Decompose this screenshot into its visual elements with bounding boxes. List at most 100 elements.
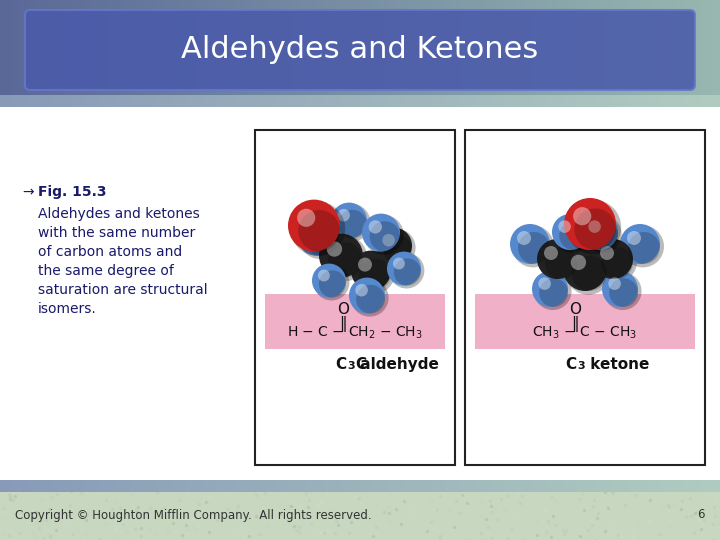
- Bar: [216, 480, 220, 492]
- Bar: [465, 130, 705, 465]
- Ellipse shape: [600, 246, 614, 260]
- Bar: [569, 95, 572, 107]
- Ellipse shape: [382, 234, 395, 246]
- Text: Aldehydes and Ketones: Aldehydes and Ketones: [181, 36, 539, 64]
- Bar: [29, 95, 32, 107]
- Bar: [299, 95, 302, 107]
- Bar: [104, 95, 108, 107]
- Bar: [288, 480, 292, 492]
- Bar: [565, 95, 569, 107]
- Ellipse shape: [387, 252, 421, 286]
- Text: ketone: ketone: [585, 357, 649, 373]
- Bar: [176, 480, 180, 492]
- Bar: [385, 0, 389, 95]
- Bar: [695, 480, 698, 492]
- Text: with the same number: with the same number: [38, 226, 195, 240]
- Bar: [551, 480, 554, 492]
- Bar: [554, 480, 558, 492]
- Bar: [385, 480, 389, 492]
- Bar: [666, 480, 670, 492]
- Bar: [518, 480, 522, 492]
- Bar: [544, 480, 547, 492]
- Bar: [396, 480, 400, 492]
- Ellipse shape: [333, 204, 371, 242]
- Text: →: →: [22, 185, 34, 199]
- Bar: [299, 0, 302, 95]
- Bar: [490, 0, 493, 95]
- Bar: [104, 0, 108, 95]
- Bar: [378, 95, 382, 107]
- Text: H $-$ C $-$ CH$_2$ $-$ CH$_3$: H $-$ C $-$ CH$_2$ $-$ CH$_3$: [287, 325, 423, 341]
- Bar: [590, 0, 594, 95]
- Bar: [126, 0, 130, 95]
- Bar: [364, 480, 367, 492]
- Bar: [544, 0, 547, 95]
- Bar: [292, 0, 295, 95]
- Bar: [346, 0, 349, 95]
- Bar: [194, 480, 198, 492]
- Text: saturation are structural: saturation are structural: [38, 283, 207, 297]
- Bar: [533, 95, 536, 107]
- Bar: [50, 95, 54, 107]
- Bar: [184, 480, 187, 492]
- Bar: [443, 95, 446, 107]
- Bar: [587, 95, 590, 107]
- Bar: [234, 95, 238, 107]
- Bar: [47, 95, 50, 107]
- Bar: [716, 0, 720, 95]
- Bar: [223, 0, 227, 95]
- Bar: [410, 95, 414, 107]
- Bar: [529, 0, 533, 95]
- Bar: [529, 95, 533, 107]
- Ellipse shape: [389, 253, 424, 288]
- Bar: [698, 95, 702, 107]
- Bar: [540, 95, 544, 107]
- Bar: [371, 95, 374, 107]
- Bar: [608, 95, 612, 107]
- Ellipse shape: [321, 235, 367, 281]
- Bar: [461, 0, 464, 95]
- Bar: [11, 95, 14, 107]
- Bar: [115, 0, 119, 95]
- Bar: [255, 130, 455, 465]
- Bar: [86, 95, 90, 107]
- Bar: [245, 0, 248, 95]
- Bar: [569, 480, 572, 492]
- Bar: [284, 480, 288, 492]
- Text: C: C: [355, 357, 366, 373]
- Bar: [418, 95, 421, 107]
- Bar: [79, 0, 83, 95]
- Bar: [378, 0, 382, 95]
- Bar: [112, 95, 115, 107]
- Bar: [349, 480, 353, 492]
- Bar: [274, 95, 277, 107]
- Bar: [11, 0, 14, 95]
- Bar: [148, 95, 151, 107]
- Bar: [504, 480, 508, 492]
- Bar: [518, 95, 522, 107]
- Ellipse shape: [627, 231, 641, 245]
- Bar: [461, 480, 464, 492]
- Bar: [616, 95, 619, 107]
- Bar: [248, 480, 252, 492]
- Bar: [457, 0, 461, 95]
- Bar: [414, 480, 418, 492]
- Bar: [328, 480, 331, 492]
- Bar: [4, 0, 7, 95]
- Ellipse shape: [565, 248, 611, 295]
- Bar: [241, 480, 245, 492]
- Bar: [173, 480, 176, 492]
- Bar: [688, 95, 691, 107]
- Bar: [54, 95, 58, 107]
- Bar: [7, 95, 11, 107]
- Bar: [43, 0, 47, 95]
- Bar: [583, 480, 587, 492]
- Ellipse shape: [291, 201, 345, 256]
- Ellipse shape: [604, 272, 642, 310]
- Bar: [14, 480, 18, 492]
- Bar: [360, 480, 364, 492]
- Bar: [320, 480, 324, 492]
- Bar: [576, 95, 580, 107]
- Bar: [605, 480, 608, 492]
- Text: ‖: ‖: [339, 316, 347, 333]
